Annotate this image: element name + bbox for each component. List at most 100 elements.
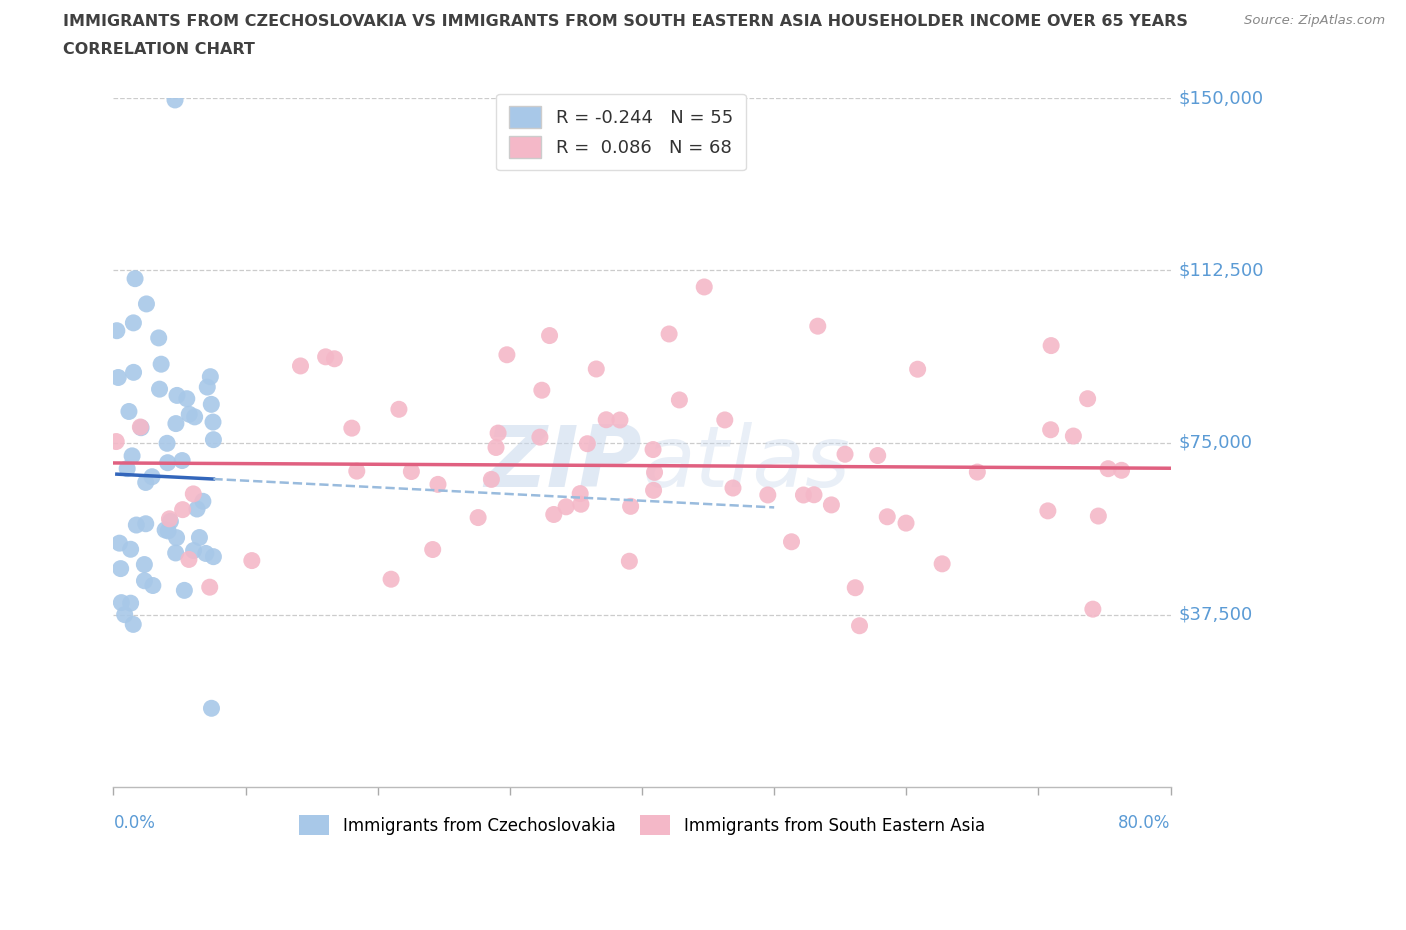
- Point: [120, 596, 142, 611]
- Point: [148, 381, 170, 396]
- Point: [198, 579, 221, 594]
- Point: [844, 580, 866, 595]
- Point: [530, 383, 553, 398]
- Point: [107, 370, 129, 385]
- Point: [693, 280, 716, 295]
- Point: [186, 501, 208, 516]
- Text: Source: ZipAtlas.com: Source: ZipAtlas.com: [1244, 14, 1385, 27]
- Point: [866, 448, 889, 463]
- Point: [188, 530, 211, 545]
- Point: [200, 701, 222, 716]
- Point: [555, 499, 578, 514]
- Point: [422, 542, 444, 557]
- Point: [346, 464, 368, 479]
- Point: [668, 392, 690, 407]
- Point: [1040, 339, 1063, 353]
- Point: [427, 477, 450, 492]
- Point: [134, 557, 156, 572]
- Point: [165, 546, 187, 561]
- Point: [177, 552, 200, 567]
- Point: [108, 536, 131, 551]
- Point: [609, 413, 631, 428]
- Point: [135, 516, 157, 531]
- Point: [150, 357, 173, 372]
- Point: [496, 347, 519, 362]
- Point: [183, 409, 205, 424]
- Point: [166, 388, 188, 403]
- Point: [153, 523, 176, 538]
- Point: [124, 272, 146, 286]
- Point: [110, 595, 132, 610]
- Point: [141, 470, 163, 485]
- Point: [191, 494, 214, 509]
- Text: CORRELATION CHART: CORRELATION CHART: [63, 42, 254, 57]
- Point: [486, 426, 509, 441]
- Point: [118, 404, 141, 418]
- Point: [756, 487, 779, 502]
- Point: [807, 319, 830, 334]
- Point: [780, 535, 803, 550]
- Point: [543, 507, 565, 522]
- Point: [401, 464, 423, 479]
- Point: [135, 297, 157, 312]
- Point: [538, 328, 561, 343]
- Point: [619, 553, 641, 568]
- Point: [156, 436, 179, 451]
- Point: [1097, 461, 1119, 476]
- Point: [641, 442, 664, 457]
- Point: [172, 502, 194, 517]
- Point: [159, 514, 181, 529]
- Point: [1087, 509, 1109, 524]
- Text: $112,500: $112,500: [1180, 261, 1264, 279]
- Point: [156, 456, 179, 471]
- Point: [467, 511, 489, 525]
- Point: [105, 434, 128, 449]
- Text: $75,000: $75,000: [1180, 433, 1253, 451]
- Point: [315, 350, 337, 365]
- Point: [110, 561, 132, 576]
- Point: [485, 440, 508, 455]
- Point: [200, 369, 222, 384]
- Point: [115, 461, 138, 476]
- Point: [159, 512, 181, 526]
- Point: [176, 392, 198, 406]
- Point: [323, 352, 346, 366]
- Point: [165, 790, 187, 805]
- Point: [1036, 503, 1059, 518]
- Point: [122, 617, 145, 631]
- Point: [966, 465, 988, 480]
- Point: [585, 362, 607, 377]
- Text: 0.0%: 0.0%: [114, 814, 155, 832]
- Point: [721, 481, 744, 496]
- Point: [290, 358, 312, 373]
- Point: [803, 487, 825, 502]
- Point: [200, 397, 222, 412]
- Text: ZIP: ZIP: [485, 421, 643, 505]
- Point: [114, 607, 136, 622]
- Point: [142, 578, 165, 593]
- Point: [529, 430, 551, 445]
- Point: [380, 572, 402, 587]
- Point: [481, 472, 503, 486]
- Point: [179, 406, 201, 421]
- Legend: Immigrants from Czechoslovakia, Immigrants from South Eastern Asia: Immigrants from Czechoslovakia, Immigran…: [288, 804, 997, 847]
- Point: [576, 436, 599, 451]
- Point: [388, 402, 411, 417]
- Point: [792, 487, 814, 502]
- Point: [595, 412, 617, 427]
- Point: [157, 524, 180, 538]
- Point: [894, 515, 917, 530]
- Point: [907, 362, 929, 377]
- Text: atlas: atlas: [643, 421, 851, 505]
- Point: [166, 530, 188, 545]
- Point: [1062, 429, 1084, 444]
- Point: [931, 556, 953, 571]
- Point: [569, 497, 592, 512]
- Point: [713, 413, 735, 428]
- Text: $150,000: $150,000: [1180, 89, 1264, 107]
- Point: [172, 453, 194, 468]
- Point: [201, 415, 224, 430]
- Point: [122, 365, 145, 379]
- Point: [643, 483, 665, 498]
- Point: [1039, 422, 1062, 437]
